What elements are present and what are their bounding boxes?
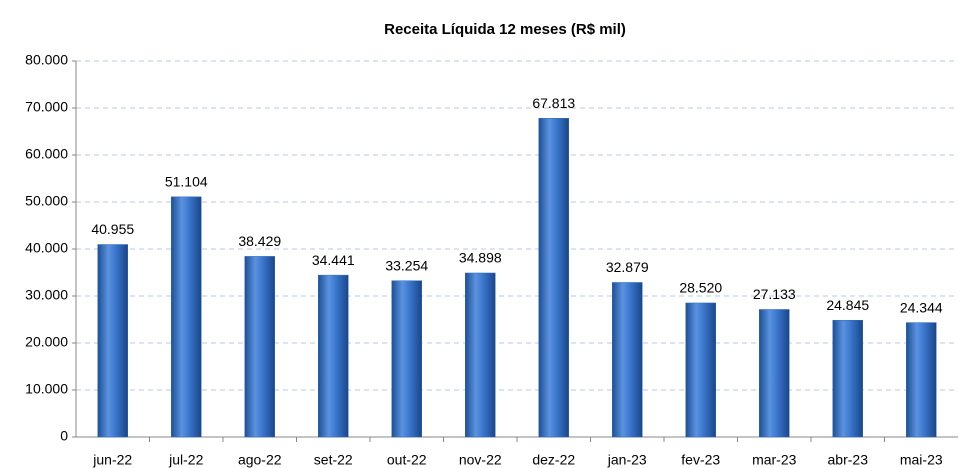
bar — [612, 282, 643, 438]
data-label: 32.879 — [606, 259, 649, 275]
bar — [391, 280, 422, 438]
x-tick-label: jan-23 — [607, 452, 647, 468]
bar — [97, 244, 128, 438]
x-tick-label: mai-23 — [900, 452, 943, 468]
x-tick-label: abr-23 — [828, 452, 869, 468]
y-tick-label: 30.000 — [25, 287, 68, 303]
x-tick-label: ago-22 — [238, 452, 282, 468]
bar — [832, 319, 863, 438]
data-label: 24.344 — [900, 299, 943, 315]
y-tick-label: 70.000 — [25, 99, 68, 115]
data-label: 24.845 — [826, 297, 869, 313]
data-label: 67.813 — [532, 95, 575, 111]
bar — [465, 272, 496, 438]
bar — [171, 196, 202, 438]
x-tick-label: fev-23 — [681, 452, 720, 468]
data-label: 34.441 — [312, 252, 355, 268]
bar — [906, 322, 937, 438]
bar — [685, 302, 716, 438]
x-tick-label: nov-22 — [459, 452, 502, 468]
x-tick-label: mar-23 — [752, 452, 797, 468]
y-tick-label: 60.000 — [25, 146, 68, 162]
y-tick-label: 80.000 — [25, 52, 68, 68]
x-tick-label: out-22 — [387, 452, 427, 468]
data-label: 40.955 — [91, 221, 134, 237]
bar — [759, 309, 790, 438]
bar — [244, 256, 275, 438]
bar — [318, 274, 349, 438]
y-tick-label: 50.000 — [25, 193, 68, 209]
y-tick-label: 0 — [60, 428, 68, 444]
chart-title: Receita Líquida 12 meses (R$ mil) — [384, 21, 626, 38]
data-label: 34.898 — [459, 250, 502, 266]
data-label: 33.254 — [385, 257, 428, 273]
y-tick-label: 20.000 — [25, 334, 68, 350]
x-tick-label: dez-22 — [532, 452, 575, 468]
x-tick-label: jun-22 — [92, 452, 132, 468]
y-tick-label: 40.000 — [25, 240, 68, 256]
data-label: 38.429 — [238, 233, 281, 249]
y-tick-label: 10.000 — [25, 381, 68, 397]
data-label: 51.104 — [165, 174, 208, 190]
data-label: 28.520 — [679, 280, 722, 296]
x-tick-label: jul-22 — [168, 452, 203, 468]
x-tick-label: set-22 — [314, 452, 353, 468]
bar — [538, 118, 569, 438]
data-label: 27.133 — [753, 286, 796, 302]
